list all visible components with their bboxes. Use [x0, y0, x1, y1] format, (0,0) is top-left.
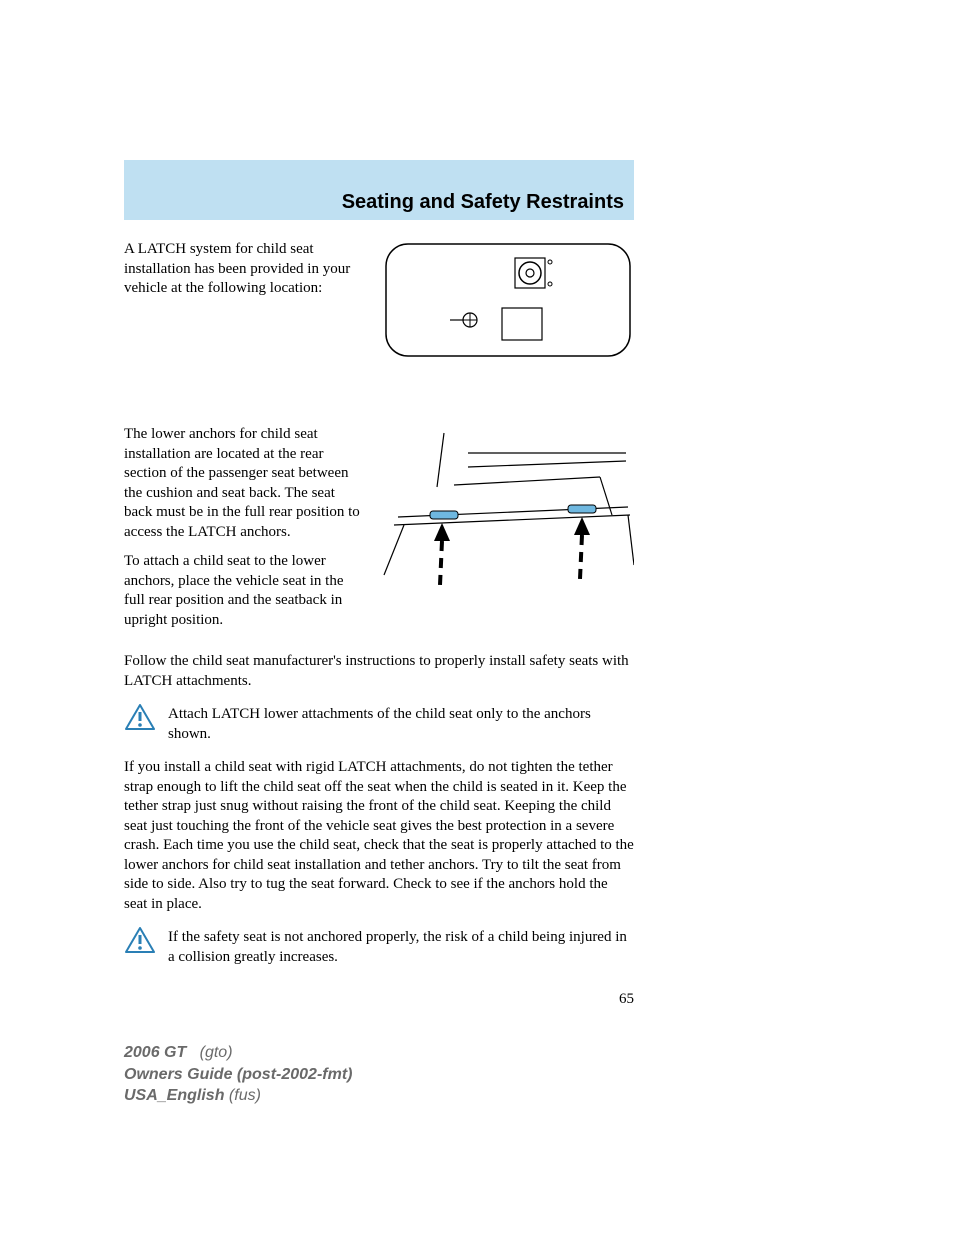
latch-location-diagram — [382, 240, 634, 365]
footer-line2: Owners Guide (post-2002-fmt) — [124, 1064, 352, 1086]
section2-text1: The lower anchors for child seat install… — [124, 425, 364, 542]
page-content: Seating and Safety Restraints A LATCH sy… — [124, 160, 634, 1008]
footer-model: 2006 GT — [124, 1044, 186, 1061]
footer: 2006 GT (gto) Owners Guide (post-2002-fm… — [124, 1042, 352, 1107]
warning-block-1: Attach LATCH lower attachments of the ch… — [124, 703, 634, 744]
section-title: Seating and Safety Restraints — [342, 191, 624, 214]
footer-code3: (fus) — [229, 1087, 261, 1104]
warning1-text: Attach LATCH lower attachments of the ch… — [168, 703, 634, 744]
section2-textcol: The lower anchors for child seat install… — [124, 425, 364, 640]
footer-code1: (gto) — [200, 1044, 233, 1061]
section2-text2: To attach a child seat to the lower anch… — [124, 552, 364, 630]
warning-icon — [124, 703, 156, 731]
section1-text: A LATCH system for child seat installati… — [124, 240, 364, 365]
footer-line1: 2006 GT (gto) — [124, 1042, 352, 1064]
footer-lang: USA_English — [124, 1087, 224, 1104]
para-follow-instructions: Follow the child seat manufacturer's ins… — [124, 652, 634, 691]
section-header: Seating and Safety Restraints — [124, 160, 634, 220]
para-rigid-latch: If you install a child seat with rigid L… — [124, 758, 634, 914]
warning2-text: If the safety seat is not anchored prope… — [168, 926, 634, 967]
warning-block-2: If the safety seat is not anchored prope… — [124, 926, 634, 967]
section1-row: A LATCH system for child seat installati… — [124, 240, 634, 365]
footer-line3: USA_English (fus) — [124, 1085, 352, 1107]
warning-icon — [124, 926, 156, 954]
body-content: A LATCH system for child seat installati… — [124, 220, 634, 1008]
anchor-location-diagram — [382, 425, 634, 640]
section2-row: The lower anchors for child seat install… — [124, 425, 634, 640]
page-number: 65 — [124, 991, 634, 1008]
